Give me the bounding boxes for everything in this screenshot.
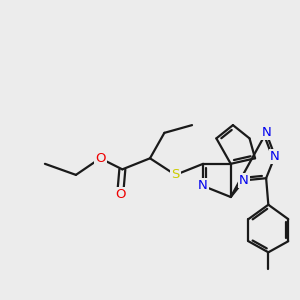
Text: O: O (95, 152, 106, 165)
Text: N: N (198, 179, 208, 192)
Text: S: S (171, 168, 180, 182)
Text: N: N (239, 174, 249, 187)
Text: N: N (261, 126, 271, 140)
Text: N: N (270, 150, 280, 163)
Text: O: O (115, 188, 125, 201)
